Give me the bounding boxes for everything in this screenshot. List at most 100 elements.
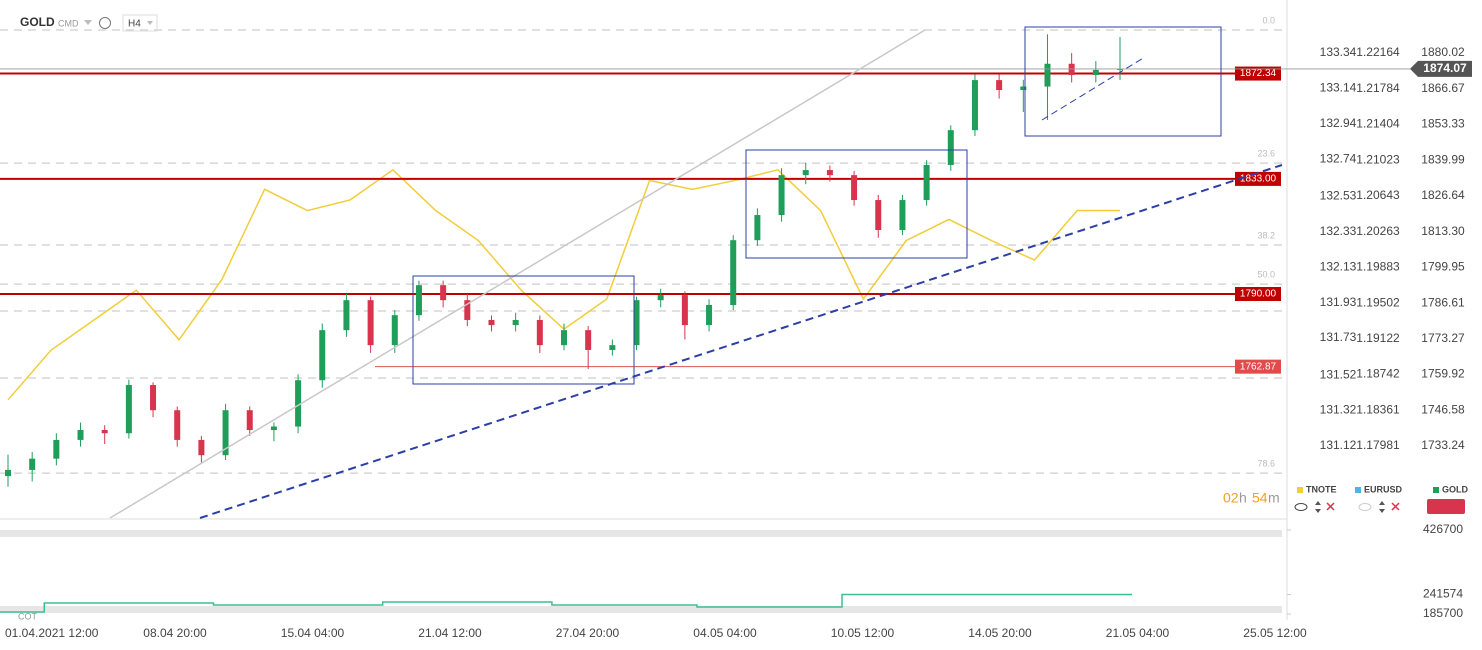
y-tick-label: 132.13 [1320, 259, 1357, 273]
candle-body [875, 200, 882, 231]
fib-label: 50.0 [1257, 269, 1275, 279]
info-icon[interactable] [99, 17, 111, 29]
candle-body [343, 300, 350, 331]
candle-body [536, 319, 543, 346]
candle-body [367, 300, 374, 346]
symbol[interactable]: GOLD [20, 15, 55, 29]
legend-swatch [1433, 487, 1439, 493]
range-box[interactable] [745, 149, 968, 259]
candle-body [826, 170, 833, 176]
legend-label[interactable]: EURUSD [1364, 484, 1403, 494]
y-tick-label: 1853.33 [1421, 117, 1465, 131]
pane-band [0, 530, 1282, 537]
fib-label: 23.6 [1257, 148, 1275, 158]
y-tick-label: 185700 [1423, 606, 1463, 620]
y-tick-label: 133.34 [1320, 45, 1357, 59]
candle-body [1117, 68, 1123, 70]
x-tick-label: 01.04.2021 12:00 [5, 626, 99, 640]
visibility-icon[interactable] [1358, 503, 1372, 511]
candle-body [730, 240, 737, 305]
candle-body [899, 200, 906, 231]
x-tick-label: 08.04 20:00 [143, 626, 207, 640]
y-tick-label: 1773.27 [1421, 331, 1465, 345]
level-label: 1790.00 [1240, 289, 1277, 300]
trend-line[interactable] [1041, 56, 1146, 121]
candle-body [488, 319, 495, 326]
candle-body [657, 295, 664, 301]
candle-body [295, 380, 302, 427]
y-tick-label: 131.73 [1320, 330, 1357, 344]
candle-body [754, 215, 761, 241]
order-icon[interactable] [1315, 501, 1385, 513]
pane-band [0, 606, 1282, 613]
candle-body [174, 410, 181, 440]
y-tick-label: 1.19122 [1356, 331, 1400, 345]
level-tag [1235, 171, 1281, 186]
level-label: 1762.87 [1240, 361, 1277, 372]
y-tick-label: 1.20643 [1356, 188, 1400, 202]
candle-body [561, 330, 567, 346]
legend-label[interactable]: TNOTE [1306, 484, 1337, 494]
candle-body [1092, 69, 1099, 76]
indicator-label: COT [18, 611, 38, 621]
y-tick-label: 1.18361 [1356, 403, 1400, 417]
cot-line [0, 593, 1133, 613]
level-tag [1235, 287, 1281, 302]
x-tick-label: 14.05 20:00 [968, 626, 1032, 640]
candle-body [440, 285, 447, 301]
dropdown-arrow [147, 21, 153, 25]
y-tick-label: 1.20263 [1356, 224, 1400, 238]
fib-label: 38.2 [1257, 230, 1275, 240]
candle-body [971, 80, 978, 131]
y-tick-label: 1839.99 [1421, 152, 1465, 166]
trend-line[interactable] [199, 164, 1283, 519]
candle-body [512, 319, 519, 326]
legend-label[interactable]: GOLD [1442, 484, 1468, 494]
y-tick-label: 131.93 [1320, 295, 1357, 309]
timer-unit: m [1268, 490, 1280, 506]
interval-box[interactable] [122, 14, 158, 32]
gold-settings[interactable] [1427, 499, 1465, 514]
candle-body [198, 439, 205, 456]
visibility-icon[interactable] [1294, 503, 1308, 511]
price-tag-label: 1874.07 [1423, 61, 1467, 75]
close-icon[interactable] [1326, 502, 1400, 511]
y-tick-label: 1.22164 [1356, 45, 1400, 59]
y-tick-label: 132.94 [1320, 116, 1357, 130]
trend-line[interactable] [109, 29, 926, 519]
timer-hours: 02 [1223, 490, 1239, 506]
fib-label: 78.6 [1257, 459, 1275, 469]
y-tick-label: 1746.58 [1421, 402, 1465, 416]
y-tick-label: 1.21023 [1356, 152, 1400, 166]
level-label: 1833.00 [1240, 174, 1277, 185]
candle-body [222, 410, 229, 456]
y-tick-label: 131.52 [1320, 367, 1357, 381]
x-tick-label: 10.05 12:00 [831, 626, 895, 640]
candle-body [585, 330, 592, 350]
y-tick-label: 132.33 [1320, 224, 1357, 238]
y-tick-label: 1.18742 [1356, 367, 1400, 381]
plot: 0.0 23.6 38.2 50.0 78.6 1872.34 1833.00 1790.00… [0, 15, 1472, 640]
candle-body [77, 430, 84, 440]
candle-body [270, 426, 277, 431]
candle-body [391, 315, 398, 346]
y-tick-label: 1.21784 [1356, 81, 1400, 95]
y-tick-label: 1759.92 [1421, 367, 1465, 381]
market: CMD [58, 18, 79, 28]
y-tick-label: 1.19883 [1356, 260, 1400, 274]
y-tick-label: 131.32 [1320, 403, 1357, 417]
candle-body [851, 175, 858, 201]
y-tick-label: 1.17981 [1356, 438, 1400, 452]
x-tick-label: 21.05 04:00 [1106, 626, 1170, 640]
y-tick-label: 426700 [1423, 522, 1463, 536]
candle-body [947, 130, 954, 165]
candle-body [415, 285, 422, 316]
range-box[interactable] [412, 275, 635, 385]
candle-body [150, 385, 157, 411]
range-box[interactable] [1024, 26, 1222, 137]
dropdown-arrow[interactable] [84, 20, 92, 25]
candle-body [246, 410, 253, 431]
interval[interactable]: H4 [128, 19, 141, 30]
x-tick-label: 27.04 20:00 [556, 626, 620, 640]
